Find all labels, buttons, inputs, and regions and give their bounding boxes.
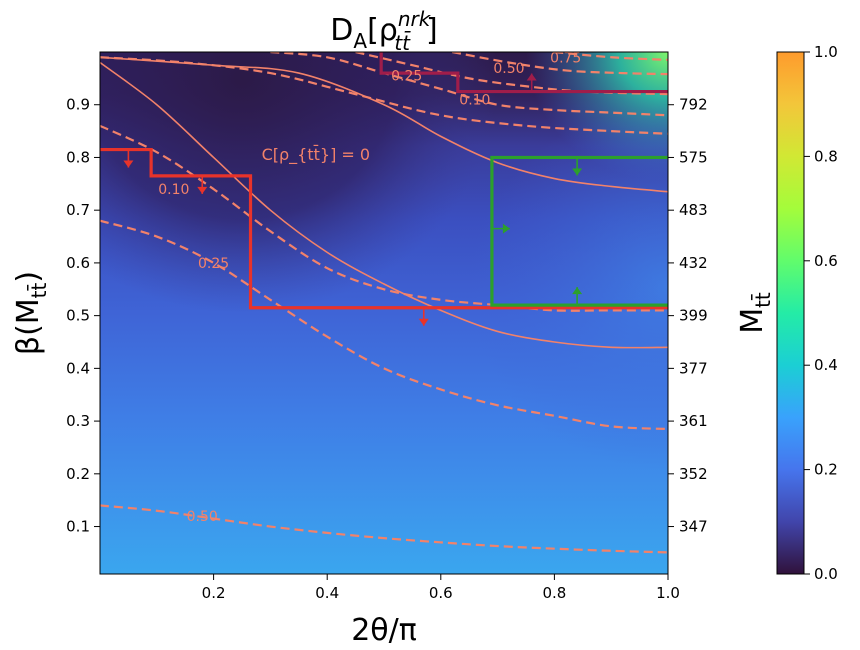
y-tick-label: 0.3 bbox=[66, 412, 90, 430]
solid-contour-label-0: C[ρ_{tt̄}] = 0 bbox=[262, 145, 370, 165]
bound-regions bbox=[100, 52, 668, 326]
dashed-contour-3 bbox=[270, 52, 668, 117]
right-tick-label: 432 bbox=[679, 254, 708, 272]
dashed-contour-1 bbox=[100, 219, 668, 431]
contour-labels: 0.100.250.500.100.25 0.500.75C[ρ_{tt̄}] =… bbox=[158, 50, 581, 525]
colorbar-tick-label: 1.0 bbox=[814, 43, 838, 61]
region-boundary-green bbox=[490, 155, 668, 307]
x-tick-label: 0.6 bbox=[429, 584, 453, 602]
colorbar-tick-label: 0.4 bbox=[814, 356, 838, 374]
dashed-contour-0 bbox=[100, 124, 668, 312]
heatmap-plot-area: 0.100.250.500.100.25 0.500.75C[ρ_{tt̄}] =… bbox=[100, 50, 668, 574]
colorbar-tick-label: 0.8 bbox=[814, 147, 838, 165]
region-boundary-crimson bbox=[379, 52, 668, 94]
plot-frame bbox=[99, 51, 669, 575]
contour-label-6: 0.75 bbox=[550, 50, 581, 66]
x-axis-ticks: 0.2 0.4 0.6 0.8 1.0 bbox=[202, 574, 680, 602]
region-arrow-red-0 bbox=[123, 149, 134, 168]
region-arrow-up-crimson-0 bbox=[526, 73, 537, 92]
y-tick-label: 0.6 bbox=[66, 254, 90, 272]
right-tick-label: 575 bbox=[679, 148, 708, 166]
x-tick-label: 0.2 bbox=[202, 584, 226, 602]
colorbar-tick-label: 0.6 bbox=[814, 252, 838, 270]
colorbar-ticks: 0.0 0.2 0.4 0.6 0.8 1.0 bbox=[804, 43, 838, 583]
dashed-contour-6 bbox=[554, 52, 668, 62]
y-tick-label: 0.4 bbox=[66, 359, 90, 377]
colorbar-tick-label: 0.0 bbox=[814, 565, 838, 583]
contour-label-3: 0.10 bbox=[459, 92, 490, 108]
right-tick-label: 377 bbox=[679, 359, 708, 377]
contour-lines bbox=[100, 52, 668, 554]
x-tick-label: 1.0 bbox=[656, 584, 680, 602]
right-tick-label: 399 bbox=[679, 307, 708, 325]
y-tick-label: 0.9 bbox=[66, 96, 90, 114]
region-arrow-right-green-0 bbox=[491, 223, 510, 234]
right-tick-label: 792 bbox=[679, 96, 708, 114]
colorbar-tick-label: 0.2 bbox=[814, 461, 838, 479]
solid-contour-0 bbox=[100, 61, 668, 349]
y-axis-ticks: 0.1 0.2 0.3 0.4 0.5 0.6 0.7 0.8 0.9 bbox=[66, 96, 100, 536]
contour-label-4: 0.25 bbox=[391, 69, 422, 85]
x-tick-label: 0.4 bbox=[315, 584, 339, 602]
dashed-contour-5 bbox=[451, 52, 668, 76]
y-tick-label: 0.8 bbox=[66, 148, 90, 166]
y-axis-label: β(Mtt̄) bbox=[11, 271, 51, 355]
y-tick-label: 0.1 bbox=[66, 518, 90, 536]
chart-title: DA[ρnrk tt̄] bbox=[330, 7, 437, 55]
contour-label-2: 0.50 bbox=[187, 509, 218, 525]
right-tick-label: 347 bbox=[679, 518, 708, 536]
region-arrow-red-2 bbox=[418, 307, 429, 326]
right-tick-label: 483 bbox=[679, 201, 708, 219]
region-arrow-red-1 bbox=[197, 175, 208, 194]
right-tick-label: 361 bbox=[679, 412, 708, 430]
x-tick-label: 0.8 bbox=[542, 584, 566, 602]
y-tick-label: 0.2 bbox=[66, 465, 90, 483]
region-boundary-red bbox=[100, 147, 668, 310]
x-axis-label: 2θ/π bbox=[351, 613, 417, 648]
solid-contour-1 bbox=[100, 56, 668, 193]
y-tick-label: 0.7 bbox=[66, 201, 90, 219]
region-arrow-down-green-0 bbox=[572, 157, 583, 176]
dashed-contour-2 bbox=[100, 504, 668, 554]
region-arrow-up-green-0 bbox=[572, 287, 583, 306]
contour-label-5: 0.50 bbox=[493, 61, 524, 77]
right-axis-ticks: 347 352 361 377 399 432 483 575 792 bbox=[668, 96, 708, 536]
contour-label-0: 0.10 bbox=[158, 182, 189, 198]
colorbar bbox=[776, 51, 805, 575]
right-axis-label: Mtt̄ bbox=[735, 292, 775, 334]
contour-label-1: 0.25 bbox=[198, 256, 229, 272]
right-tick-label: 352 bbox=[679, 465, 708, 483]
y-tick-label: 0.5 bbox=[66, 307, 90, 325]
